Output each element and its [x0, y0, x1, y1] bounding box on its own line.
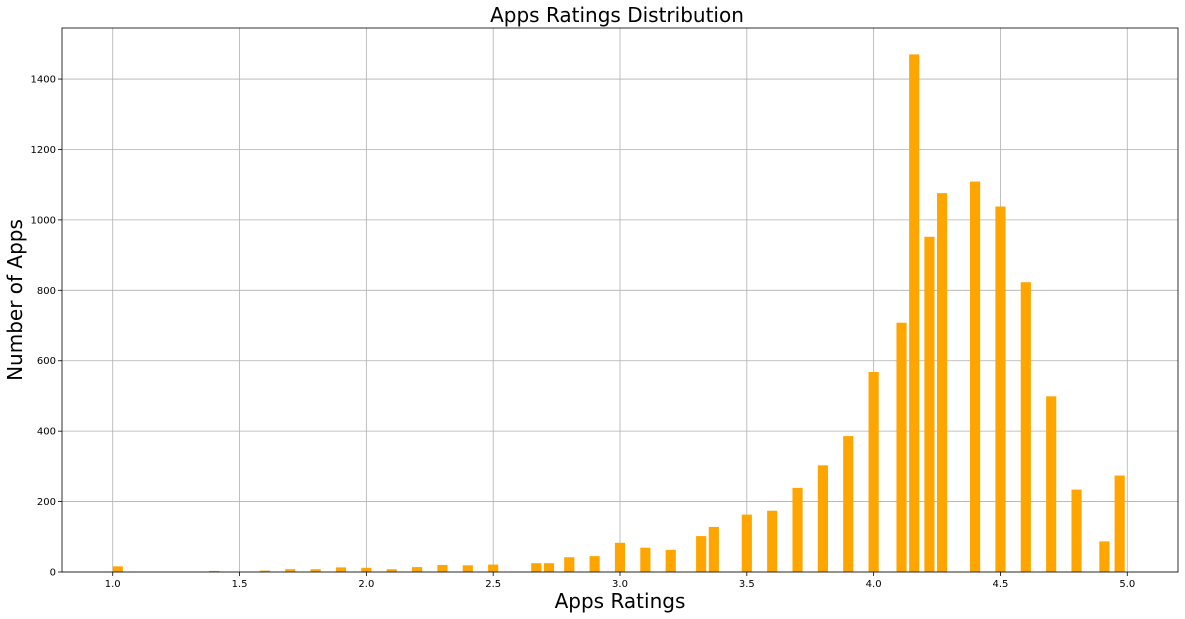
histogram-bar — [1099, 541, 1110, 572]
histogram-bar — [589, 556, 600, 572]
x-tick-label: 1.5 — [232, 579, 248, 590]
histogram-bar — [909, 54, 920, 572]
histogram-bar — [531, 563, 542, 572]
y-tick-label: 1200 — [31, 145, 56, 156]
histogram-bar — [285, 569, 296, 572]
histogram-bar — [614, 542, 626, 572]
histogram-bar — [564, 557, 575, 572]
histogram-bar — [488, 564, 499, 572]
histogram-bar — [259, 570, 270, 572]
y-tick-label: 1000 — [31, 215, 56, 226]
chart-title: Apps Ratings Distribution — [490, 3, 744, 27]
histogram-bar — [462, 565, 473, 572]
y-tick-label: 0 — [50, 568, 56, 579]
x-tick-label: 3.5 — [739, 579, 755, 590]
histogram-bar — [995, 206, 1006, 572]
histogram-bar — [665, 549, 676, 572]
histogram-bar — [310, 569, 321, 572]
histogram-bar — [817, 465, 828, 572]
x-axis-label: Apps Ratings — [555, 589, 686, 613]
histogram-bar — [335, 567, 347, 572]
x-tick-label: 5.0 — [1119, 579, 1135, 590]
histogram-bar — [792, 487, 803, 572]
histogram-bar — [868, 372, 879, 572]
histogram-bar — [896, 322, 907, 572]
histogram-bar — [970, 181, 981, 572]
histogram-bar — [112, 566, 123, 572]
histogram-bar — [361, 567, 372, 572]
x-tick-label: 2.5 — [485, 579, 501, 590]
y-tick-label: 800 — [37, 286, 56, 297]
histogram-bar — [843, 436, 854, 572]
histogram-bar — [386, 569, 397, 572]
x-tick-label: 4.5 — [993, 579, 1009, 590]
histogram-bar — [412, 567, 423, 572]
histogram-bar — [741, 514, 752, 572]
y-axis-label: Number of Apps — [3, 219, 27, 381]
y-tick-label: 1400 — [31, 75, 56, 86]
histogram-bar — [1071, 489, 1082, 572]
x-tick-label: 4.0 — [866, 579, 882, 590]
ticks: 1.0 1.5 2.0 2.5 3.0 3.5 4.0 4.5 5.0 0 200 400 600 800… — [31, 75, 1136, 590]
histogram-bar — [1020, 282, 1031, 572]
histogram-bar — [767, 510, 778, 572]
histogram-bar — [708, 526, 719, 572]
bars — [112, 54, 1125, 572]
histogram-bar — [924, 236, 935, 572]
histogram-bar — [543, 563, 555, 572]
histogram-bar — [1114, 475, 1125, 572]
y-tick-label: 200 — [37, 497, 56, 508]
x-tick-label: 2.0 — [358, 579, 374, 590]
histogram-bar — [937, 193, 948, 572]
histogram-bar — [696, 536, 707, 572]
y-tick-label: 400 — [37, 427, 56, 438]
histogram-bar — [640, 547, 651, 572]
x-tick-label: 1.0 — [105, 579, 121, 590]
histogram-bar — [209, 570, 220, 572]
y-tick-label: 600 — [37, 356, 56, 367]
histogram-bar — [1046, 396, 1057, 572]
x-tick-label: 3.0 — [612, 579, 628, 590]
histogram-bar — [437, 564, 448, 572]
